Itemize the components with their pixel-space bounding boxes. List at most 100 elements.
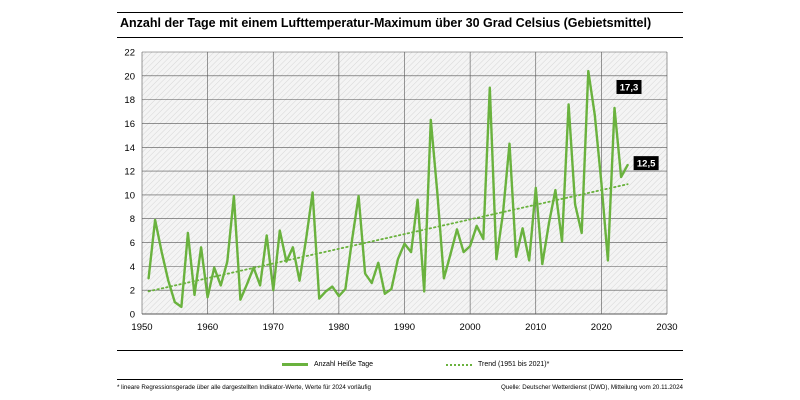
hot-days-point xyxy=(534,186,537,189)
hot-days-point xyxy=(174,301,176,303)
hot-days-point xyxy=(607,259,609,262)
hot-days-point xyxy=(233,195,235,197)
hot-days-point xyxy=(515,256,517,258)
legend-label-trend: Trend (1951 bis 2021)* xyxy=(478,361,550,368)
hot-days-point xyxy=(436,191,439,194)
x-tick-label: 2010 xyxy=(525,322,546,333)
hot-days-point xyxy=(219,284,222,287)
legend-dotted-line-swatch xyxy=(446,363,472,366)
hot-days-point xyxy=(620,176,622,178)
data-label-box xyxy=(633,156,659,171)
y-tick-label: 8 xyxy=(130,214,135,225)
hot-days-point xyxy=(548,222,550,225)
hot-days-point xyxy=(285,260,288,263)
hot-days-point xyxy=(469,245,471,247)
hot-days-point xyxy=(357,195,360,197)
hot-days-point xyxy=(574,203,576,206)
hot-days-point xyxy=(443,277,445,280)
hot-days-point xyxy=(489,86,491,89)
hot-days-point xyxy=(482,238,485,240)
hot-days-point xyxy=(331,285,334,288)
hot-days-point xyxy=(541,263,544,265)
hot-days-point xyxy=(180,306,183,308)
hot-days-point xyxy=(377,261,380,264)
hot-days-point xyxy=(324,290,327,293)
hot-days-point xyxy=(338,295,340,297)
hot-days-point xyxy=(403,242,406,245)
hot-days-point xyxy=(298,279,301,282)
footnote: * lineare Regressionsgerade über alle da… xyxy=(117,384,371,391)
series-layer xyxy=(147,69,629,309)
x-tick-label: 2000 xyxy=(460,322,481,333)
hot-days-point xyxy=(279,229,281,232)
y-tick-label: 22 xyxy=(124,48,135,59)
hot-days-point xyxy=(561,240,563,243)
annotation-layer: 17,3 12,5 xyxy=(616,79,659,171)
hot-days-point xyxy=(475,225,478,227)
hot-days-point xyxy=(429,119,432,121)
hot-days-point xyxy=(193,294,196,296)
x-tick-label: 1950 xyxy=(131,322,152,333)
hot-days-point xyxy=(580,232,583,234)
hot-days-point xyxy=(213,266,215,269)
hot-days-point xyxy=(521,227,524,230)
hot-days-point xyxy=(292,246,294,249)
legend-label-hot-days: Anzahl Heiße Tage xyxy=(314,361,374,368)
hot-days-point xyxy=(206,296,209,299)
hot-days-point xyxy=(318,297,320,300)
hot-days-point xyxy=(246,283,248,286)
hot-days-point xyxy=(626,164,629,166)
source-note: Quelle: Deutscher Wetterdienst (DWD), Mi… xyxy=(500,384,683,391)
hot-days-point xyxy=(600,182,603,184)
hot-days-point xyxy=(528,259,530,262)
legend-top-rule xyxy=(117,350,683,351)
hot-days-point xyxy=(502,213,504,215)
legend-item-hot-days: Anzahl Heiße Tage xyxy=(282,361,373,368)
y-tick-label: 2 xyxy=(130,286,135,297)
hot-days-point xyxy=(384,292,386,295)
hot-days-point xyxy=(449,253,452,256)
hot-days-point xyxy=(370,282,373,284)
y-tick-label: 18 xyxy=(124,95,135,106)
hot-days-point xyxy=(160,251,163,253)
y-tick-label: 12 xyxy=(124,167,135,178)
hot-days-point xyxy=(410,251,412,253)
x-tick-label: 1970 xyxy=(263,322,284,333)
hot-days-point xyxy=(147,277,150,280)
x-tick-label: 1960 xyxy=(197,322,218,333)
hot-days-point xyxy=(311,191,314,194)
y-tick-label: 6 xyxy=(130,238,135,249)
hot-days-point xyxy=(390,288,393,290)
axis-tick-labels: 0 2 4 6 8 10 12 14 16 18 20 22 1950 1960 1970 1980 1990 2… xyxy=(124,48,677,334)
hot-days-point xyxy=(587,70,590,72)
legend-bottom-rule xyxy=(117,379,683,380)
data-label: 17,3 xyxy=(620,82,639,93)
hot-days-point xyxy=(508,142,511,145)
trend-line xyxy=(147,183,629,293)
x-tick-label: 2030 xyxy=(656,322,677,333)
y-tick-label: 14 xyxy=(124,143,135,154)
hot-days-point xyxy=(495,258,498,261)
hot-days-point xyxy=(594,114,596,116)
hot-days-point xyxy=(252,266,255,269)
hot-days-point xyxy=(351,239,353,241)
title-rule xyxy=(117,37,683,38)
top-rule xyxy=(117,12,683,13)
data-label-box xyxy=(616,79,642,94)
hot-days-point xyxy=(226,260,229,263)
hot-days-point xyxy=(567,103,570,106)
hot-days-point xyxy=(423,290,425,293)
hot-days-point xyxy=(305,238,307,240)
x-tick-label: 2020 xyxy=(591,322,612,333)
hot-days-point xyxy=(239,298,242,301)
hot-days-point xyxy=(200,246,202,249)
hot-days-point xyxy=(364,272,366,275)
hot-days-point xyxy=(259,284,261,287)
hot-days-point xyxy=(462,251,465,253)
hot-days-point xyxy=(187,232,189,234)
x-tick-label: 1980 xyxy=(328,322,349,333)
hot-days-point xyxy=(397,258,399,261)
hot-days-point xyxy=(416,198,419,201)
hot-days-point xyxy=(456,228,458,231)
